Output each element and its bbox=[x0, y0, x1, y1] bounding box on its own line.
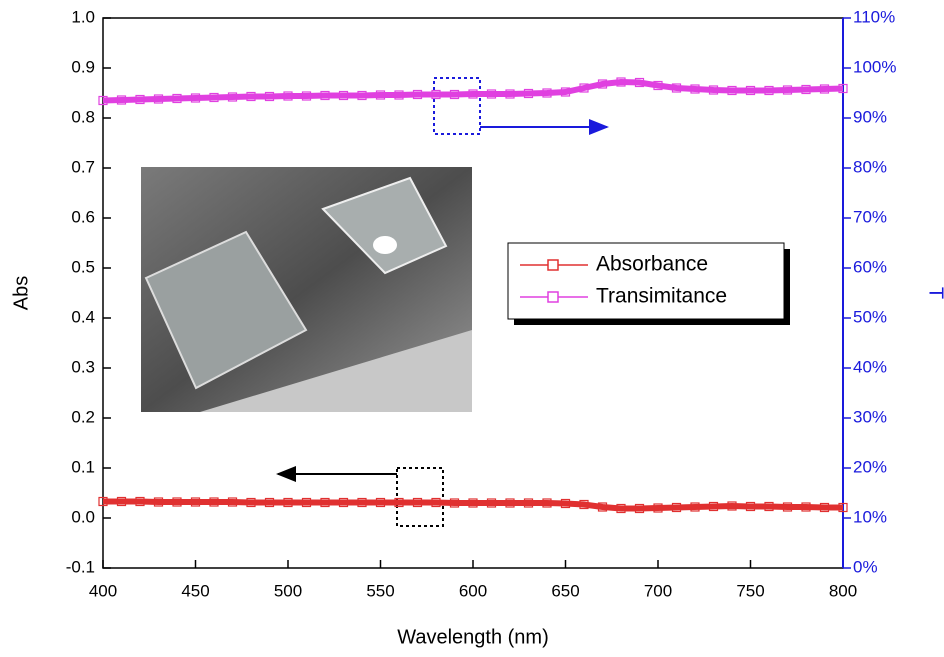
y2-tick-label: 0% bbox=[853, 557, 878, 576]
y2-tick-label: 20% bbox=[853, 457, 887, 476]
y2-tick-label: 10% bbox=[853, 507, 887, 526]
y2-tick-label: 60% bbox=[853, 257, 887, 276]
legend-marker bbox=[548, 292, 558, 302]
y-tick-label: 0.2 bbox=[71, 407, 95, 426]
x-tick-label: 400 bbox=[89, 581, 117, 600]
x-tick-label: 600 bbox=[459, 581, 487, 600]
y-tick-label: 0.8 bbox=[71, 107, 95, 126]
y2-tick-label: 50% bbox=[853, 307, 887, 326]
legend-marker bbox=[548, 260, 558, 270]
y2-tick-label: 110% bbox=[853, 7, 895, 26]
legend-label: Transimitance bbox=[596, 285, 727, 308]
y-tick-label: 0.0 bbox=[71, 507, 95, 526]
x-tick-label: 550 bbox=[366, 581, 394, 600]
x-tick-label: 800 bbox=[829, 581, 857, 600]
x-tick-label: 500 bbox=[274, 581, 302, 600]
y2-axis-label: T bbox=[925, 287, 944, 299]
y-tick-label: -0.1 bbox=[66, 557, 95, 576]
y-axis-label: Abs bbox=[10, 276, 32, 310]
y2-tick-label: 90% bbox=[853, 107, 887, 126]
y2-tick-label: 40% bbox=[853, 357, 887, 376]
y2-tick-label: 100% bbox=[853, 57, 896, 76]
y-tick-label: 0.1 bbox=[71, 457, 95, 476]
x-tick-label: 650 bbox=[551, 581, 579, 600]
y-tick-label: 0.5 bbox=[71, 257, 95, 276]
y-tick-label: 0.7 bbox=[71, 157, 95, 176]
y-tick-label: 1.0 bbox=[71, 7, 95, 26]
y-tick-label: 0.9 bbox=[71, 57, 95, 76]
y-tick-label: 0.6 bbox=[71, 207, 95, 226]
chart: Wavelength (nm) Abs T 400 450 500 550 600 650… bbox=[0, 0, 944, 657]
x-tick-label: 750 bbox=[736, 581, 764, 600]
y-tick-label: 0.3 bbox=[71, 357, 95, 376]
annotation-box bbox=[434, 78, 480, 134]
x-tick-label: 700 bbox=[644, 581, 672, 600]
y2-tick-label: 30% bbox=[853, 407, 887, 426]
x-tick-label: 450 bbox=[181, 581, 209, 600]
x-axis-label: Wavelength (nm) bbox=[397, 626, 549, 648]
y-tick-label: 0.4 bbox=[71, 307, 95, 326]
y2-tick-label: 80% bbox=[853, 157, 887, 176]
legend-label: Absorbance bbox=[596, 253, 708, 276]
y2-tick-label: 70% bbox=[853, 207, 887, 226]
annotation-box bbox=[397, 468, 443, 526]
inset-photo bbox=[141, 167, 472, 412]
